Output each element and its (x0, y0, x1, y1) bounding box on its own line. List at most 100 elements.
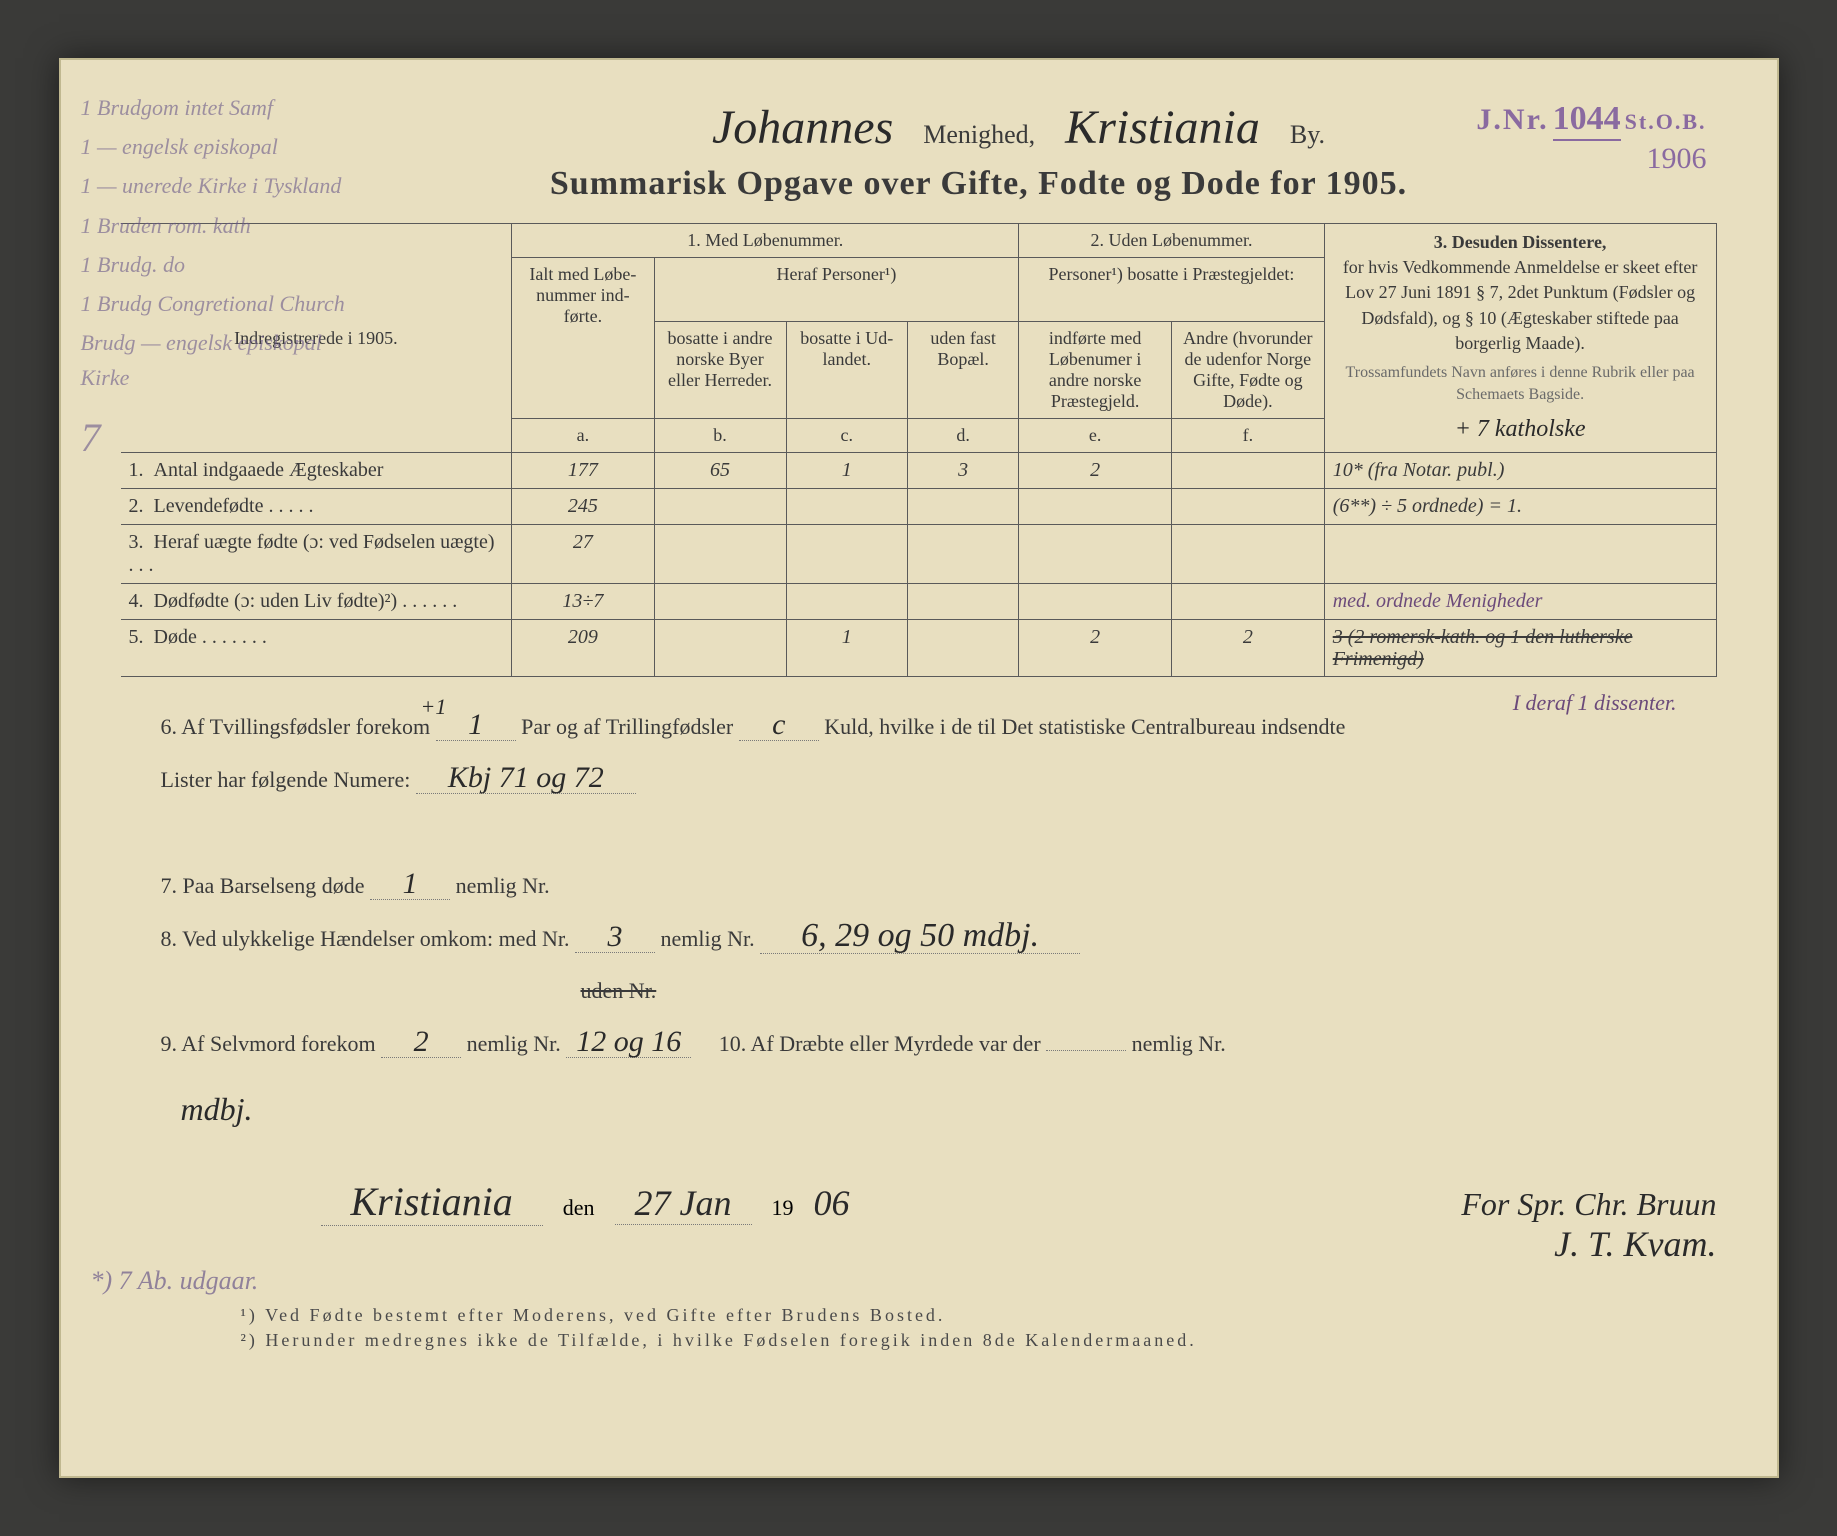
year-prefix: 19 (772, 1195, 794, 1221)
cell-g: (6**) ÷ 5 ordnede) = 1. (1324, 489, 1716, 525)
cell-a: 209 (512, 620, 654, 677)
col-f-head: Andre (hvorunder de udenfor Norge Gifte,… (1171, 322, 1324, 419)
col1-title: 1. Med Løbenummer. (512, 224, 1019, 258)
col3-block: 3. Desuden Dissentere, for hvis Vedkomme… (1324, 224, 1716, 453)
margin-note: 1 — engelsk episkopal (81, 129, 361, 164)
row-num: 4. (129, 590, 144, 612)
cell-f (1171, 489, 1324, 525)
margin-note: 1 — unerede Kirke i Tyskland (81, 168, 361, 203)
letter-b: b. (654, 419, 786, 453)
cell-a: 13÷7 (512, 584, 654, 620)
line6-2: Lister har følgende Numere: Kbj 71 og 72 (161, 754, 1717, 807)
col3-hw-note: + 7 katholske (1333, 413, 1708, 447)
margin-seven: 7 (81, 406, 361, 470)
registration-stamp: J.Nr. 1044 St.O.B. 1906 (1476, 100, 1706, 176)
cell-d (908, 489, 1019, 525)
margin-note: 1 Brudg Congretional Church (81, 286, 361, 321)
cell-b (654, 525, 786, 584)
list-numbers: Kbj 71 og 72 (416, 763, 636, 794)
heraf-head: Heraf Personer¹) (654, 258, 1019, 322)
row-num: 2. (129, 495, 144, 517)
table-row: 3. Heraf uægte fødte (ɔ: ved Fødselen uæ… (121, 525, 1717, 584)
line9: 9. Af Selvmord forekom 2 nemlig Nr. 12 o… (161, 1018, 1717, 1071)
cell-f (1171, 584, 1324, 620)
table-row: 4. Dødfødte (ɔ: uden Liv fødte)²) . . . … (121, 584, 1717, 620)
line8-n1: 3 (575, 922, 655, 953)
line6-note: I deraf 1 dissenter. (1513, 677, 1677, 730)
table-row: 2. Levendefødte . . . . . 245 (6**) ÷ 5 … (121, 489, 1717, 525)
jnr-label: J.Nr. (1476, 103, 1548, 136)
margin-note: 1 Brudg. do (81, 247, 361, 282)
margin-note: 1 Bruden rom. kath (81, 208, 361, 243)
row-num: 3. (129, 531, 144, 553)
line6: +1 6. Af Tvillingsfødsler forekom 1 Par … (161, 701, 1717, 754)
cell-f (1171, 525, 1324, 584)
margin-note-bottom: *) 7 Ab. udgaar. (91, 1266, 259, 1296)
jnr-suffix: St.O.B. (1625, 109, 1707, 134)
line9-nrs: 12 og 16 (566, 1027, 691, 1058)
line6-pre: 6. Af Tvillingsfødsler forekom (161, 714, 431, 739)
line6-mid2: Kuld, hvilke i de til Det statistiske Ce… (824, 714, 1345, 739)
line9-n: 2 (381, 1027, 461, 1058)
cell-d: 3 (908, 453, 1019, 489)
cell-d (908, 525, 1019, 584)
table-row: 5. Døde . . . . . . . 209 1 2 2 3 (2 rom… (121, 620, 1717, 677)
margin-notes-block: 1 Brudgom intet Samf 1 — engelsk episkop… (81, 90, 361, 474)
menighed-label: Menighed, (923, 120, 1035, 150)
col-e-head: indførte med Løbenumer i andre norske Pr… (1019, 322, 1172, 419)
cell-b (654, 489, 786, 525)
signature-1: For Spr. Chr. Bruun (1461, 1186, 1716, 1223)
cell-d (908, 620, 1019, 677)
cell-f (1171, 453, 1324, 489)
row-num: 5. (129, 626, 144, 648)
cell-g: 10* (fra Notar. publ.) (1324, 453, 1716, 489)
cell-b (654, 620, 786, 677)
line10-post: nemlig Nr. (1132, 1031, 1226, 1056)
cell-e: 2 (1019, 620, 1172, 677)
line6-2-pre: Lister har følgende Numere: (161, 767, 411, 792)
col3-body: for hvis Vedkommende Anmeldelse er skeet… (1333, 255, 1708, 356)
cell-c: 1 (786, 620, 908, 677)
col-b-head: bosatte i andre norske Byer eller Herred… (654, 322, 786, 419)
margin-note: 1 Brudgom intet Samf (81, 90, 361, 125)
signature-line: Kristiania den 27 Jan 19 06 For Spr. Chr.… (121, 1178, 1717, 1265)
margin-note: Brudg — engelsk episkopal Kirke (81, 325, 361, 395)
date-hw: 27 Jan (615, 1182, 752, 1225)
document-page: 1 Brudgom intet Samf 1 — engelsk episkop… (59, 58, 1779, 1478)
line10-blank (1046, 1050, 1126, 1051)
parish-name-hw: Johannes (712, 100, 893, 155)
col-d-head: uden fast Bopæl. (908, 322, 1019, 419)
col2-sub: Personer¹) bosatte i Præstegjeldet: (1019, 258, 1324, 322)
col3-small: Trossamfundets Navn anføres i denne Rubr… (1333, 362, 1708, 407)
cell-e: 2 (1019, 453, 1172, 489)
line8-uden: uden Nr. (161, 965, 1717, 1018)
line7-pre: 7. Paa Barselseng døde (161, 873, 365, 898)
cell-g (1324, 525, 1716, 584)
cell-e (1019, 525, 1172, 584)
line10-pre: 10. Af Dræbte eller Myrdede var der (719, 1031, 1041, 1056)
jnr-number: 1044 (1553, 100, 1621, 141)
footnote-2: ²) Herunder medregnes ikke de Tilfælde, … (241, 1330, 1717, 1351)
line7-n: 1 (370, 869, 450, 900)
line9-mid: nemlig Nr. (467, 1031, 561, 1056)
cell-c (786, 525, 908, 584)
cell-g: med. ordnede Menigheder (1324, 584, 1716, 620)
mdbj: mdbj. (161, 1071, 1717, 1148)
place-hw: Kristiania (321, 1178, 543, 1226)
line7-post: nemlig Nr. (456, 873, 550, 898)
letter-a: a. (512, 419, 654, 453)
cell-b (654, 584, 786, 620)
row-label: Døde . . . . . . . (154, 626, 267, 648)
den-label: den (563, 1195, 595, 1221)
lower-section: +1 6. Af Tvillingsfødsler forekom 1 Par … (121, 701, 1717, 1147)
cell-a: 27 (512, 525, 654, 584)
col-c-head: bosatte i Ud- landet. (786, 322, 908, 419)
year-hw: 06 (814, 1182, 850, 1224)
line8-n2: 6, 29 og 50 mdbj. (760, 919, 1080, 954)
cell-e (1019, 489, 1172, 525)
cell-c (786, 584, 908, 620)
col2-title: 2. Uden Løbenummer. (1019, 224, 1324, 258)
letter-e: e. (1019, 419, 1172, 453)
city-name-hw: Kristiania (1065, 100, 1260, 155)
footnotes: ¹) Ved Fødte bestemt efter Moderens, ved… (121, 1305, 1717, 1351)
